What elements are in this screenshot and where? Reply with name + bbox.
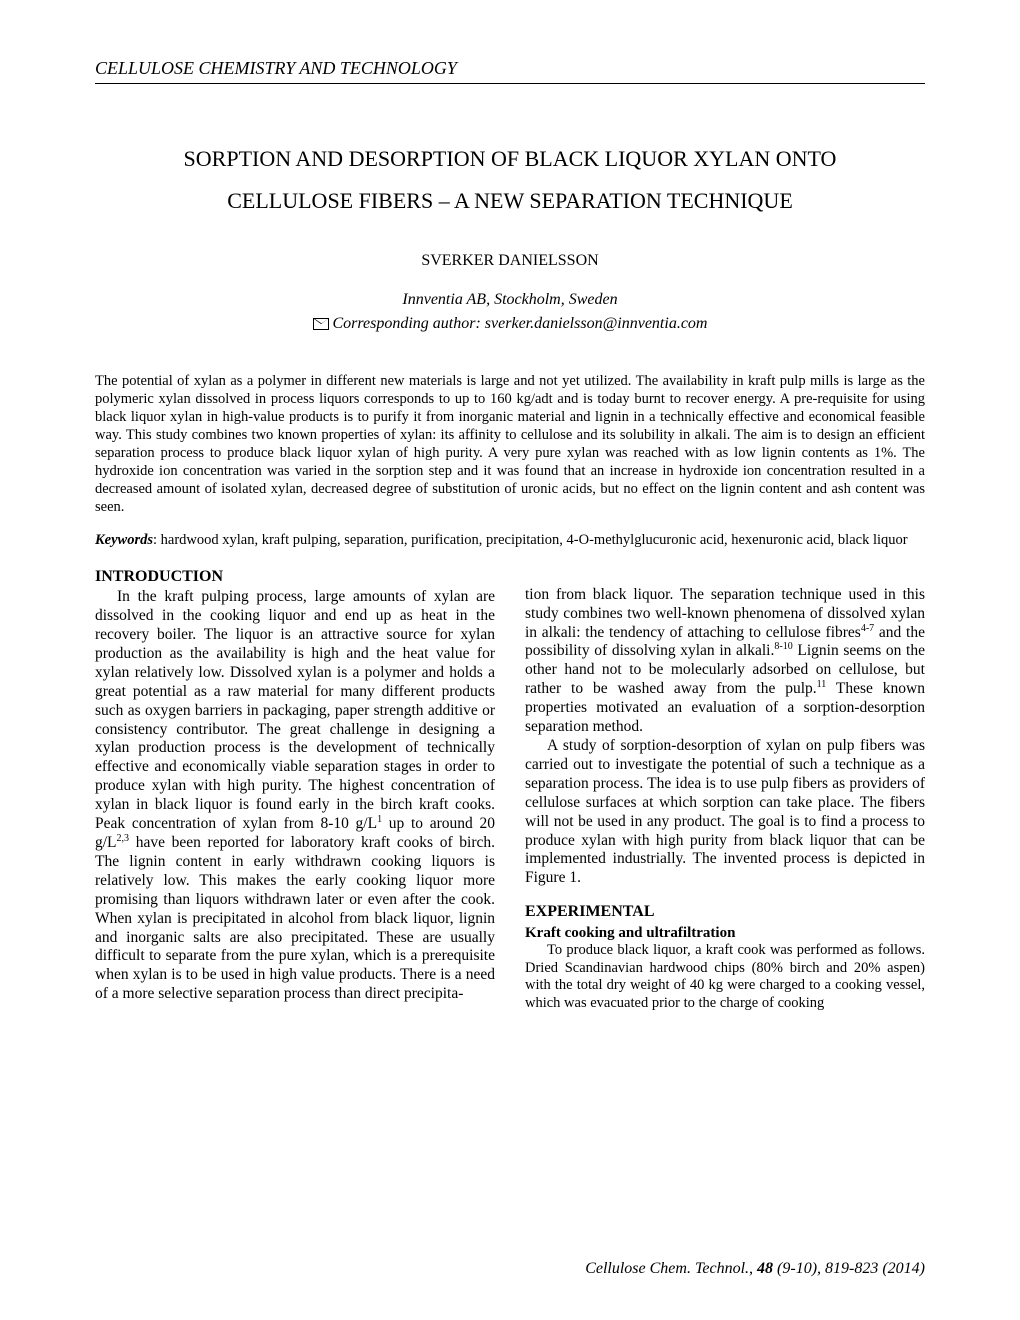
header-rule <box>95 83 925 84</box>
footer-journal: Cellulose Chem. Technol., <box>585 1260 757 1277</box>
left-column: INTRODUCTION In the kraft pulping proces… <box>95 567 495 1013</box>
keywords: Keywords: hardwood xylan, kraft pulping,… <box>95 531 925 549</box>
title-line-1: SORPTION AND DESORPTION OF BLACK LIQUOR … <box>184 146 837 171</box>
keywords-label: Keywords <box>95 532 153 548</box>
footer-volume: 48 <box>757 1260 773 1277</box>
section-spacer <box>525 888 925 902</box>
experimental-para-1: To produce black liquor, a kraft cook wa… <box>525 942 925 1013</box>
intro-para-right-2: A study of sorption-desorption of xylan … <box>525 737 925 888</box>
footer-issue-pages: (9-10), 819-823 (2014) <box>773 1260 925 1277</box>
abstract: The potential of xylan as a polymer in d… <box>95 372 925 517</box>
title-line-2: CELLULOSE FIBERS – A NEW SEPARATION TECH… <box>227 188 793 213</box>
affiliation-block: Innventia AB, Stockholm, Sweden Correspo… <box>95 288 925 336</box>
right-column: tion from black liquor. The separation t… <box>525 567 925 1013</box>
body-columns: INTRODUCTION In the kraft pulping proces… <box>95 567 925 1013</box>
journal-header: CELLULOSE CHEMISTRY AND TECHNOLOGY <box>95 58 925 79</box>
page: CELLULOSE CHEMISTRY AND TECHNOLOGY SORPT… <box>0 0 1020 1320</box>
column-offset-spacer <box>525 567 925 586</box>
author-name: SVERKER DANIELSSON <box>95 252 925 270</box>
page-footer: Cellulose Chem. Technol., 48 (9-10), 819… <box>585 1260 925 1278</box>
keywords-text: : hardwood xylan, kraft pulping, separat… <box>153 532 908 548</box>
introduction-heading: INTRODUCTION <box>95 567 495 587</box>
experimental-subheading: Kraft cooking and ultrafiltration <box>525 924 925 942</box>
intro-para-left: In the kraft pulping process, large amou… <box>95 588 495 1004</box>
article-title: SORPTION AND DESORPTION OF BLACK LIQUOR … <box>95 138 925 222</box>
affiliation-text: Innventia AB, Stockholm, Sweden <box>402 291 617 308</box>
mail-icon <box>313 318 329 330</box>
intro-para-right-1: tion from black liquor. The separation t… <box>525 586 925 737</box>
experimental-heading: EXPERIMENTAL <box>525 902 925 922</box>
corresponding-author: Corresponding author: sverker.danielsson… <box>333 315 708 332</box>
